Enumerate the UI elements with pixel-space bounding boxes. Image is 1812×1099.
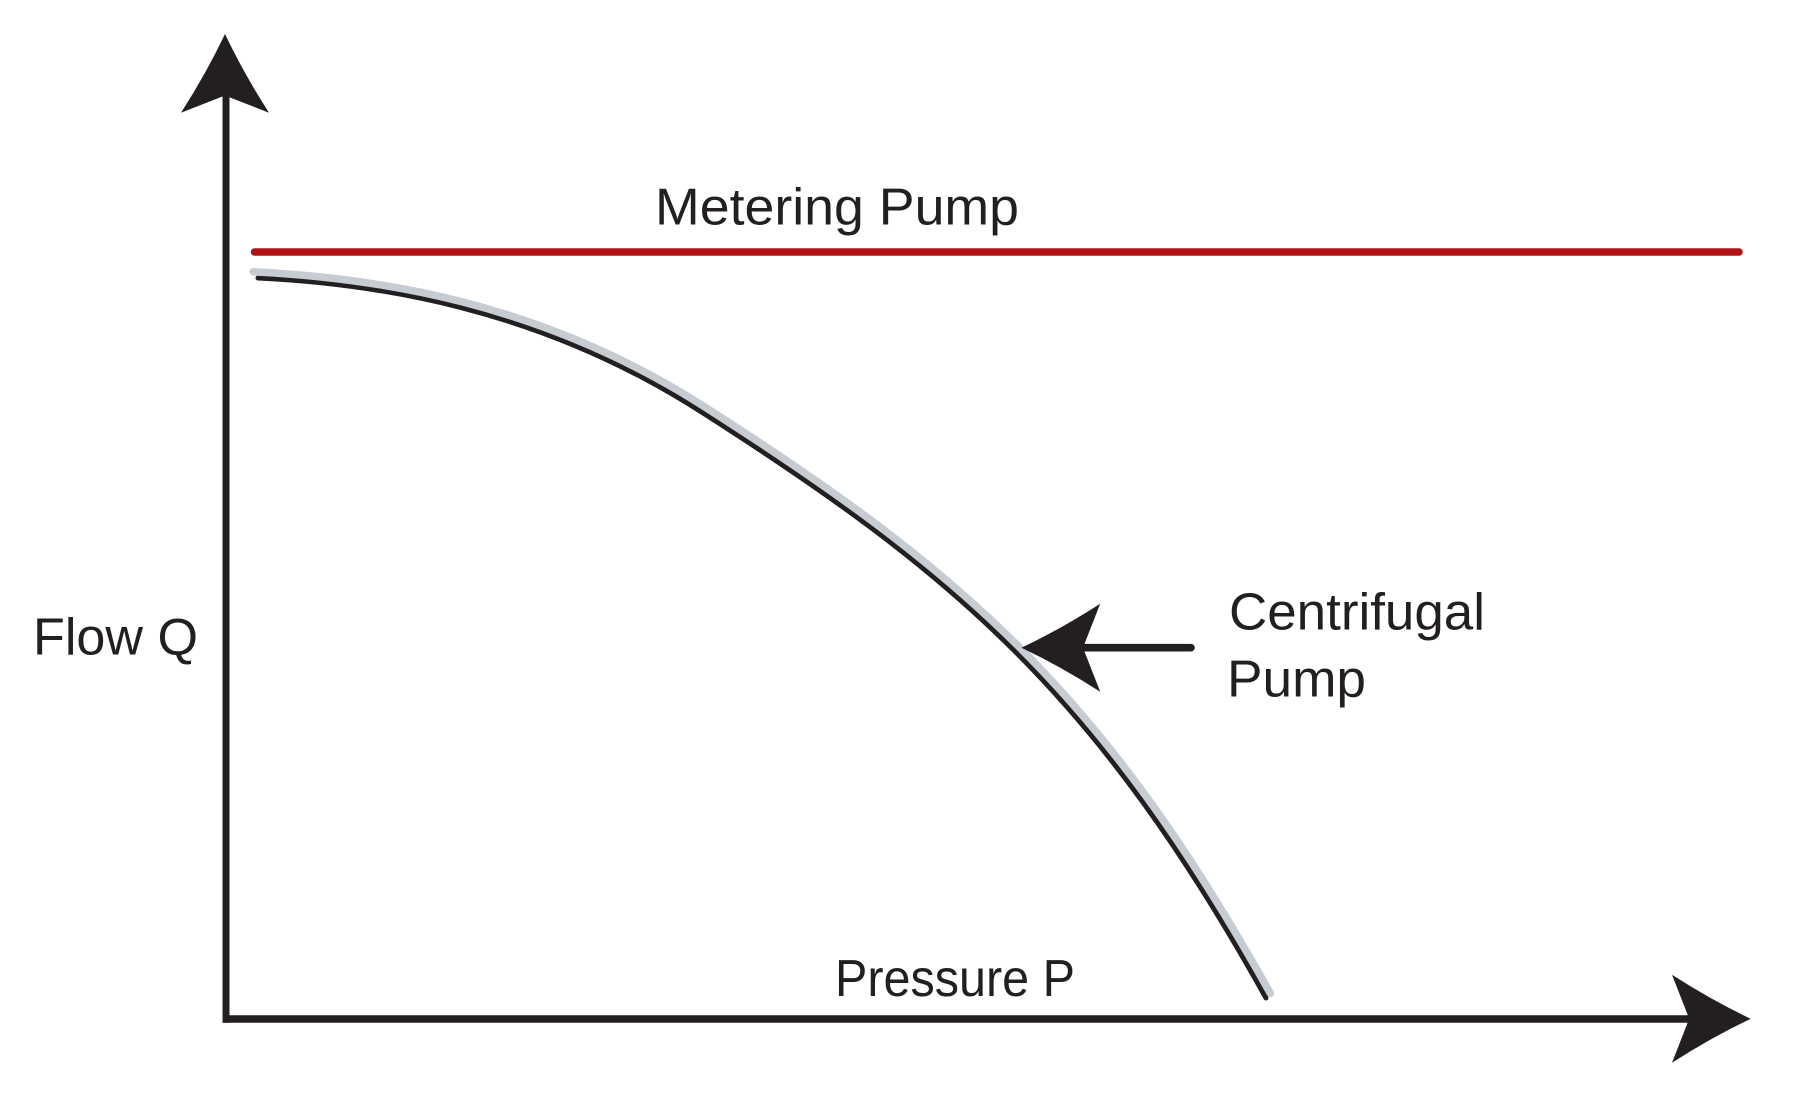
svg-text:Metering Pump: Metering Pump bbox=[655, 179, 1019, 237]
svg-text:Pump: Pump bbox=[1227, 651, 1366, 709]
svg-text:Centrifugal: Centrifugal bbox=[1229, 584, 1485, 642]
svg-text:Flow Q: Flow Q bbox=[33, 609, 198, 667]
svg-text:Pressure P: Pressure P bbox=[835, 950, 1075, 1008]
